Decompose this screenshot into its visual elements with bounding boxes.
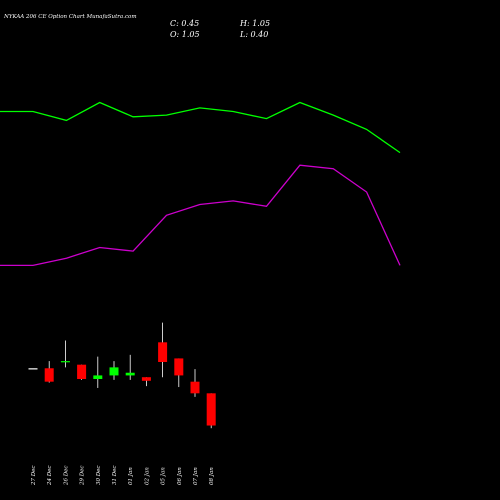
upper-band-line: [0, 101, 401, 154]
candle-body: [60, 361, 70, 363]
candle-body: [77, 364, 87, 379]
x-tick-label: 24 Dec: [47, 466, 53, 487]
lower-band-line: [0, 164, 401, 267]
low-value: L: 0.40: [239, 30, 268, 39]
x-tick-label: 08 Jan: [209, 467, 215, 485]
close-value: C: 0.45: [170, 19, 199, 28]
x-tick-label: 30 Dec: [96, 466, 102, 486]
candle-body: [158, 342, 168, 362]
x-tick-label: 02 Jan: [144, 467, 150, 485]
open-value: O: 1.05: [170, 30, 200, 39]
bands-layer: [0, 101, 401, 267]
x-axis-labels: 27 Dec 24 Dec 26 Dec 29 Dec 30 Dec 31 Dec 01 J…: [31, 466, 215, 487]
candle-body: [109, 367, 119, 376]
x-tick-label: 01 Jan: [128, 467, 134, 485]
candle-body: [93, 375, 103, 379]
x-tick-label: 31 Dec: [112, 466, 118, 486]
candle-body: [141, 377, 151, 381]
candle-body: [125, 372, 135, 376]
x-tick-label: 29 Dec: [80, 466, 86, 487]
candle-body: [44, 368, 54, 382]
high-value: H: 1.05: [239, 19, 270, 28]
candles-layer: [28, 322, 216, 429]
x-tick-label: 27 Dec: [31, 466, 37, 487]
candle-body: [28, 368, 38, 370]
x-tick-label: 07 Jan: [193, 467, 199, 485]
x-tick-label: 05 Jan: [161, 467, 167, 485]
candle-body: [174, 358, 184, 376]
x-tick-label: 06 Jan: [177, 467, 183, 485]
candle-body: [206, 393, 216, 426]
candle-body: [190, 381, 200, 394]
chart-title: NYKAA 206 CE Option Chart MunafaSutra.co…: [3, 14, 137, 20]
x-tick-label: 26 Dec: [63, 466, 69, 487]
